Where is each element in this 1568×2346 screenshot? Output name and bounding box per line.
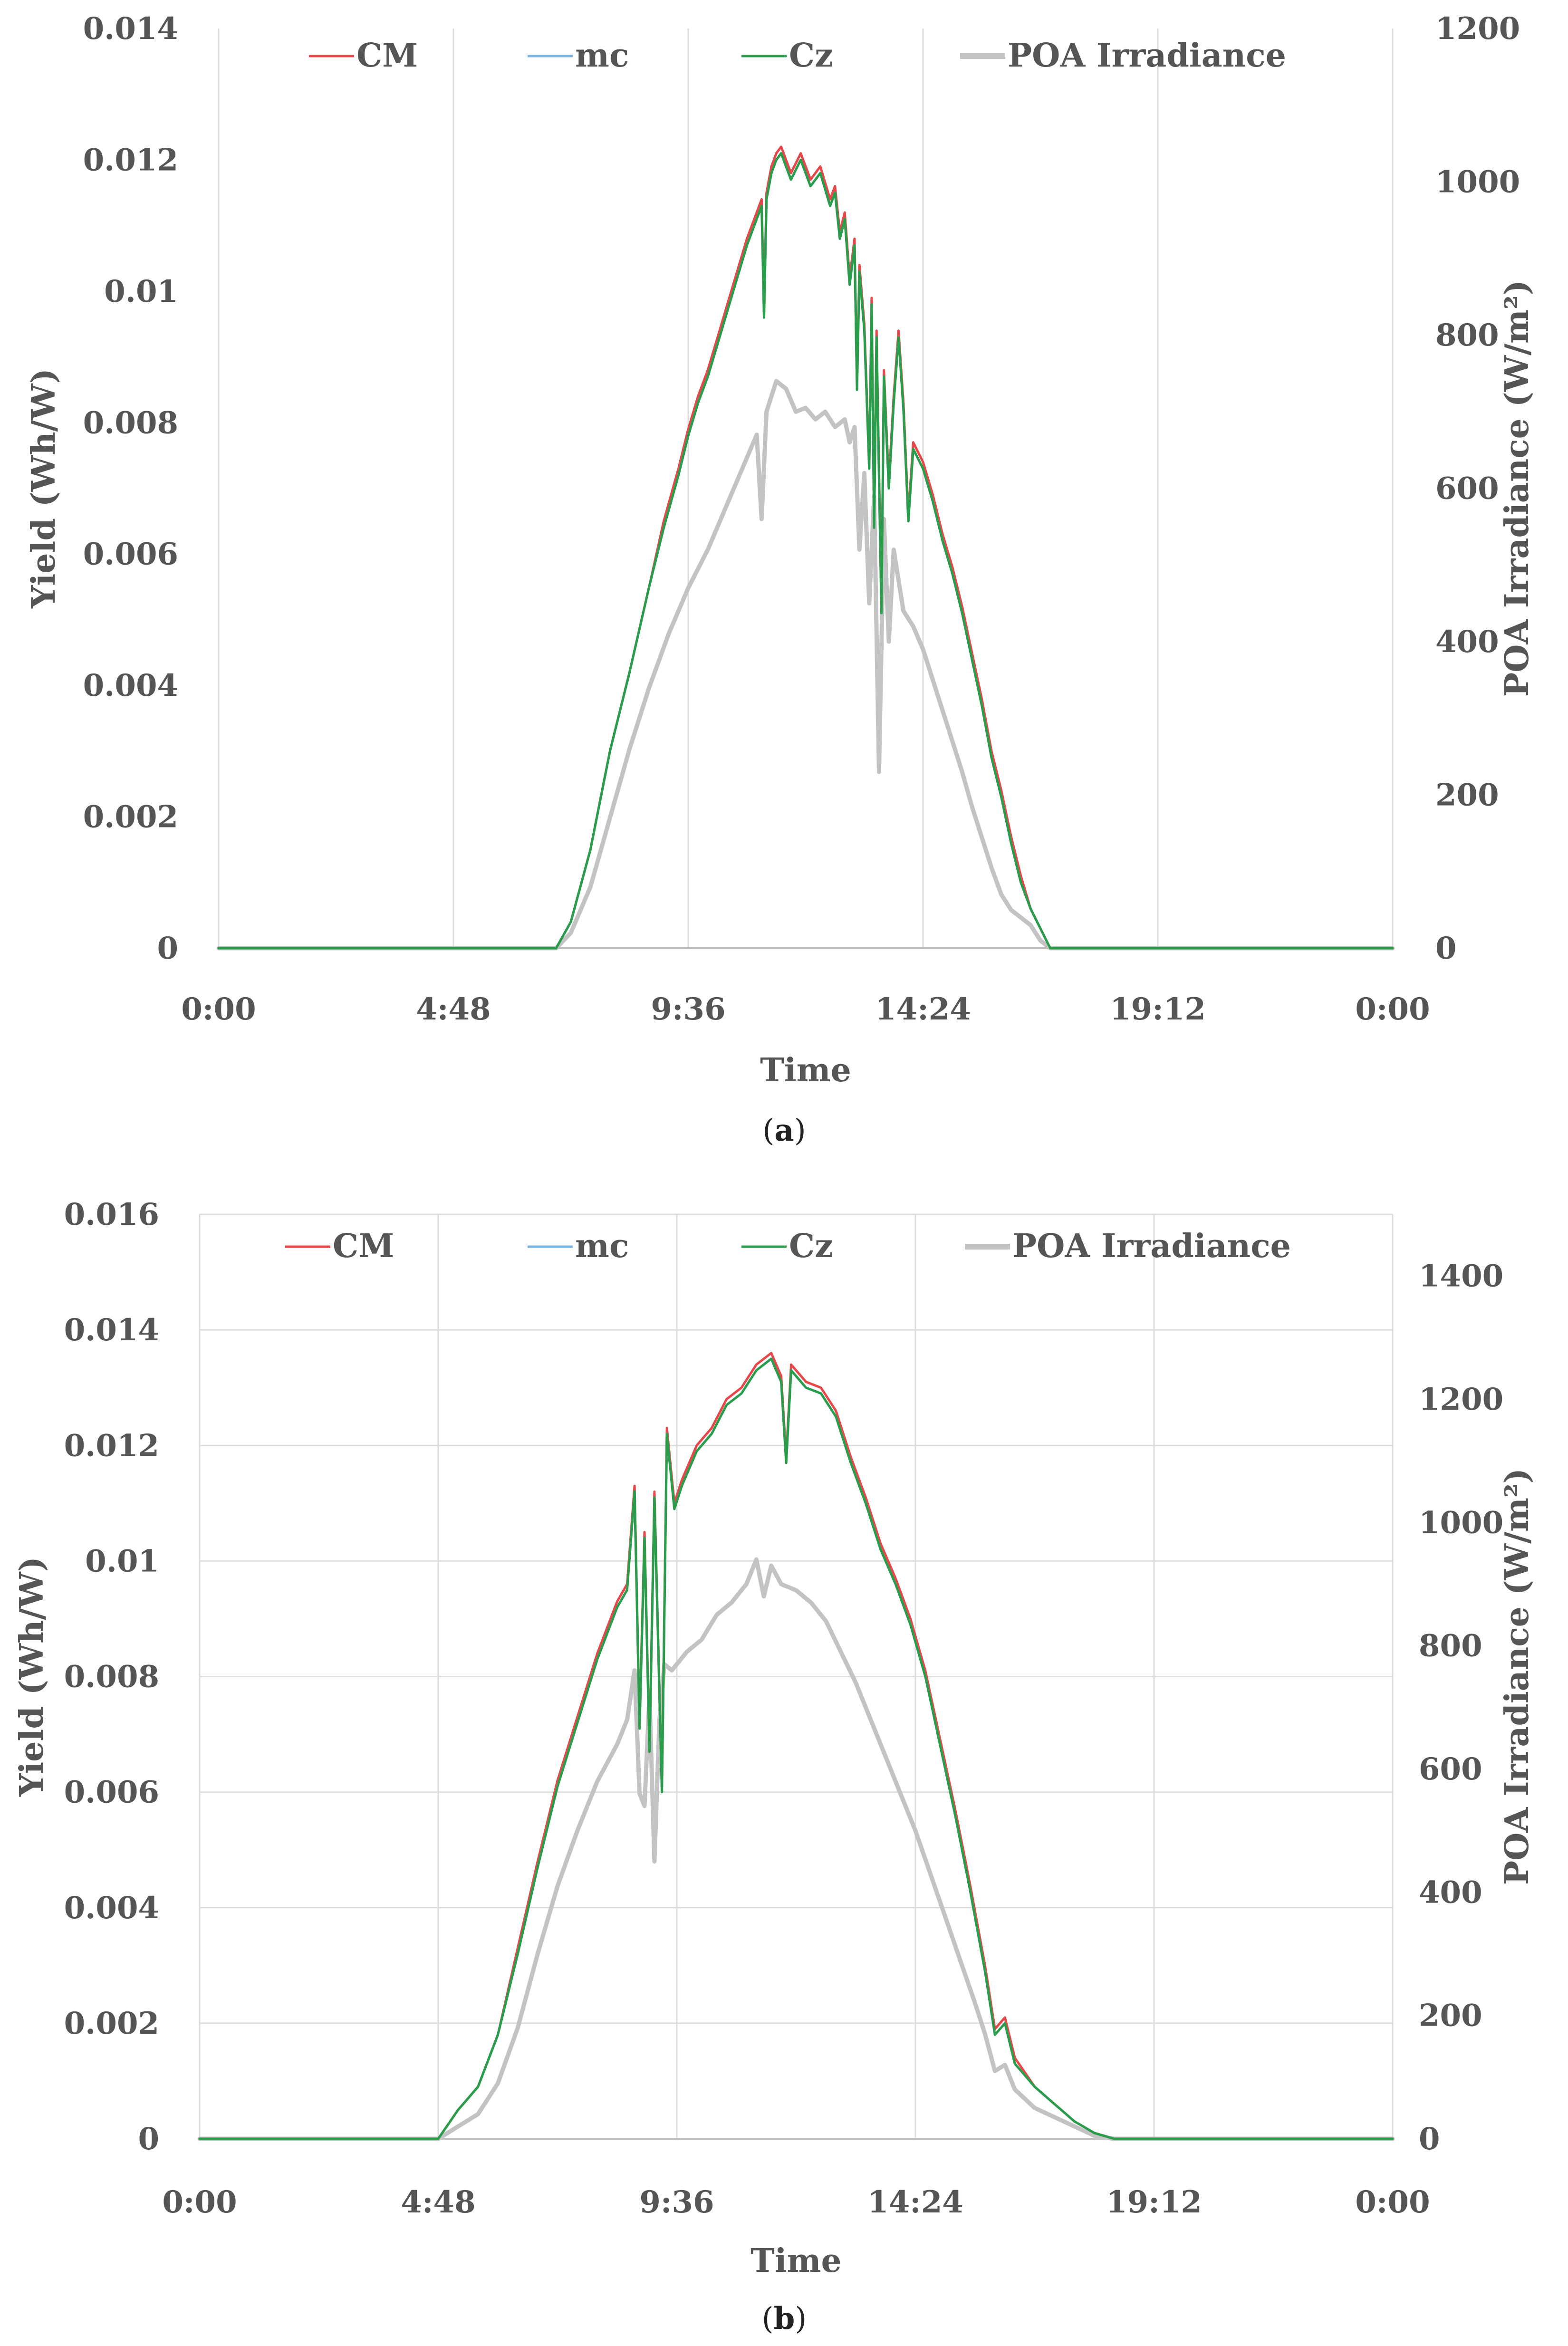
y2-tick-label: 0: [1419, 2121, 1440, 2157]
x-tick-label: 0:00: [1355, 2184, 1430, 2220]
y-tick-label: 0.002: [83, 799, 178, 835]
y2-axis-title: POA Irradiance (W/m²): [1498, 1468, 1536, 1885]
y2-tick-label: 200: [1419, 1998, 1482, 2034]
y-tick-label: 0.012: [83, 142, 178, 178]
y2-tick-label: 600: [1419, 1751, 1482, 1787]
legend-label-cm: CM: [356, 37, 418, 75]
legend-label-mc: mc: [575, 1227, 629, 1265]
y-tick-label: 0.012: [64, 1428, 159, 1463]
y-axis-title: Yield (Wh/W): [25, 368, 63, 609]
y2-tick-label: 200: [1435, 778, 1499, 813]
x-tick-label: 9:36: [651, 991, 725, 1027]
plot-area: [219, 29, 1393, 948]
y2-tick-label: 1200: [1419, 1382, 1503, 1417]
y-tick-label: 0.008: [83, 405, 178, 441]
y-axis-title: Yield (Wh/W): [13, 1557, 51, 1797]
y2-tick-label: 1000: [1435, 164, 1520, 200]
x-tick-label: 0:00: [162, 2184, 237, 2220]
y-tick-label: 0: [157, 931, 178, 966]
x-tick-label: 14:24: [875, 991, 971, 1027]
series-line-poa-irradiance: [216, 379, 1395, 951]
chart-panel-b: 0 0.002 0.004 0.006 0.008 0.01 0.012 0.014 0.016…: [13, 1197, 1536, 2336]
y2-tick-label: 600: [1435, 471, 1499, 507]
chart-panel-a: 0 0.002 0.004 0.006 0.008 0.01 0.012 0.014 0 200 4…: [25, 11, 1536, 1148]
y-tick-label: 0.01: [85, 1543, 159, 1579]
x-tick-label: 9:36: [639, 2184, 714, 2220]
y-tick-label: 0.014: [64, 1312, 159, 1348]
legend-label-cz: Cz: [789, 1227, 833, 1265]
legend-label-poa-irradiance: POA Irradiance: [1012, 1227, 1291, 1265]
y-tick-label: 0.006: [83, 537, 178, 572]
y2-tick-label: 800: [1435, 317, 1499, 353]
legend-label-cz: Cz: [789, 37, 833, 75]
y-tick-label: 0.01: [104, 274, 178, 309]
y2-tick-label: 1000: [1419, 1505, 1503, 1540]
x-tick-label: 19:12: [1110, 991, 1206, 1027]
caption-paren-open: (: [762, 1113, 774, 1148]
y2-tick-label: 800: [1419, 1628, 1482, 1664]
series-line-cz: [217, 152, 1394, 950]
x-tick-label: 4:48: [401, 2184, 475, 2220]
y-tick-label: 0.014: [83, 11, 178, 47]
y-tick-label: 0.016: [64, 1197, 159, 1232]
y2-axis-title: POA Irradiance (W/m²): [1498, 280, 1536, 697]
y-tick-label: 0.004: [64, 1890, 159, 1926]
y2-tick-label: 400: [1435, 624, 1499, 660]
y-tick-label: 0.002: [64, 2006, 159, 2041]
legend-label-poa-irradiance: POA Irradiance: [1008, 37, 1286, 75]
series-line-cz: [198, 1357, 1394, 2140]
x-axis-title: Time: [760, 1051, 851, 1089]
x-tick-label: 0:00: [181, 991, 256, 1027]
caption-paren-close: ): [794, 1113, 806, 1148]
caption-paren-close: ): [795, 2301, 807, 2336]
panel-caption: (a): [762, 1113, 806, 1148]
y2-tick-label: 0: [1435, 931, 1457, 966]
y-tick-label: 0.008: [64, 1659, 159, 1695]
series-line-poa-irradiance: [197, 1557, 1395, 2141]
x-tick-label: 0:00: [1355, 991, 1430, 1027]
legend-label-mc: mc: [575, 37, 629, 75]
y-tick-label: 0: [138, 2121, 159, 2157]
y2-tick-label: 1200: [1435, 11, 1520, 47]
caption-letter: b: [774, 2301, 795, 2336]
y2-tick-label: 1400: [1419, 1259, 1503, 1294]
x-axis-title: Time: [750, 2242, 842, 2280]
legend-label-cm: CM: [333, 1227, 394, 1265]
x-tick-label: 19:12: [1106, 2184, 1202, 2220]
panel-caption: (b): [762, 2301, 807, 2336]
y-tick-label: 0.006: [64, 1775, 159, 1810]
x-tick-label: 14:24: [867, 2184, 963, 2220]
x-tick-label: 4:48: [416, 991, 491, 1027]
caption-paren-open: (: [762, 2301, 774, 2336]
y-tick-label: 0.004: [83, 668, 178, 703]
y2-tick-label: 400: [1419, 1875, 1482, 1910]
caption-letter: a: [774, 1113, 794, 1148]
